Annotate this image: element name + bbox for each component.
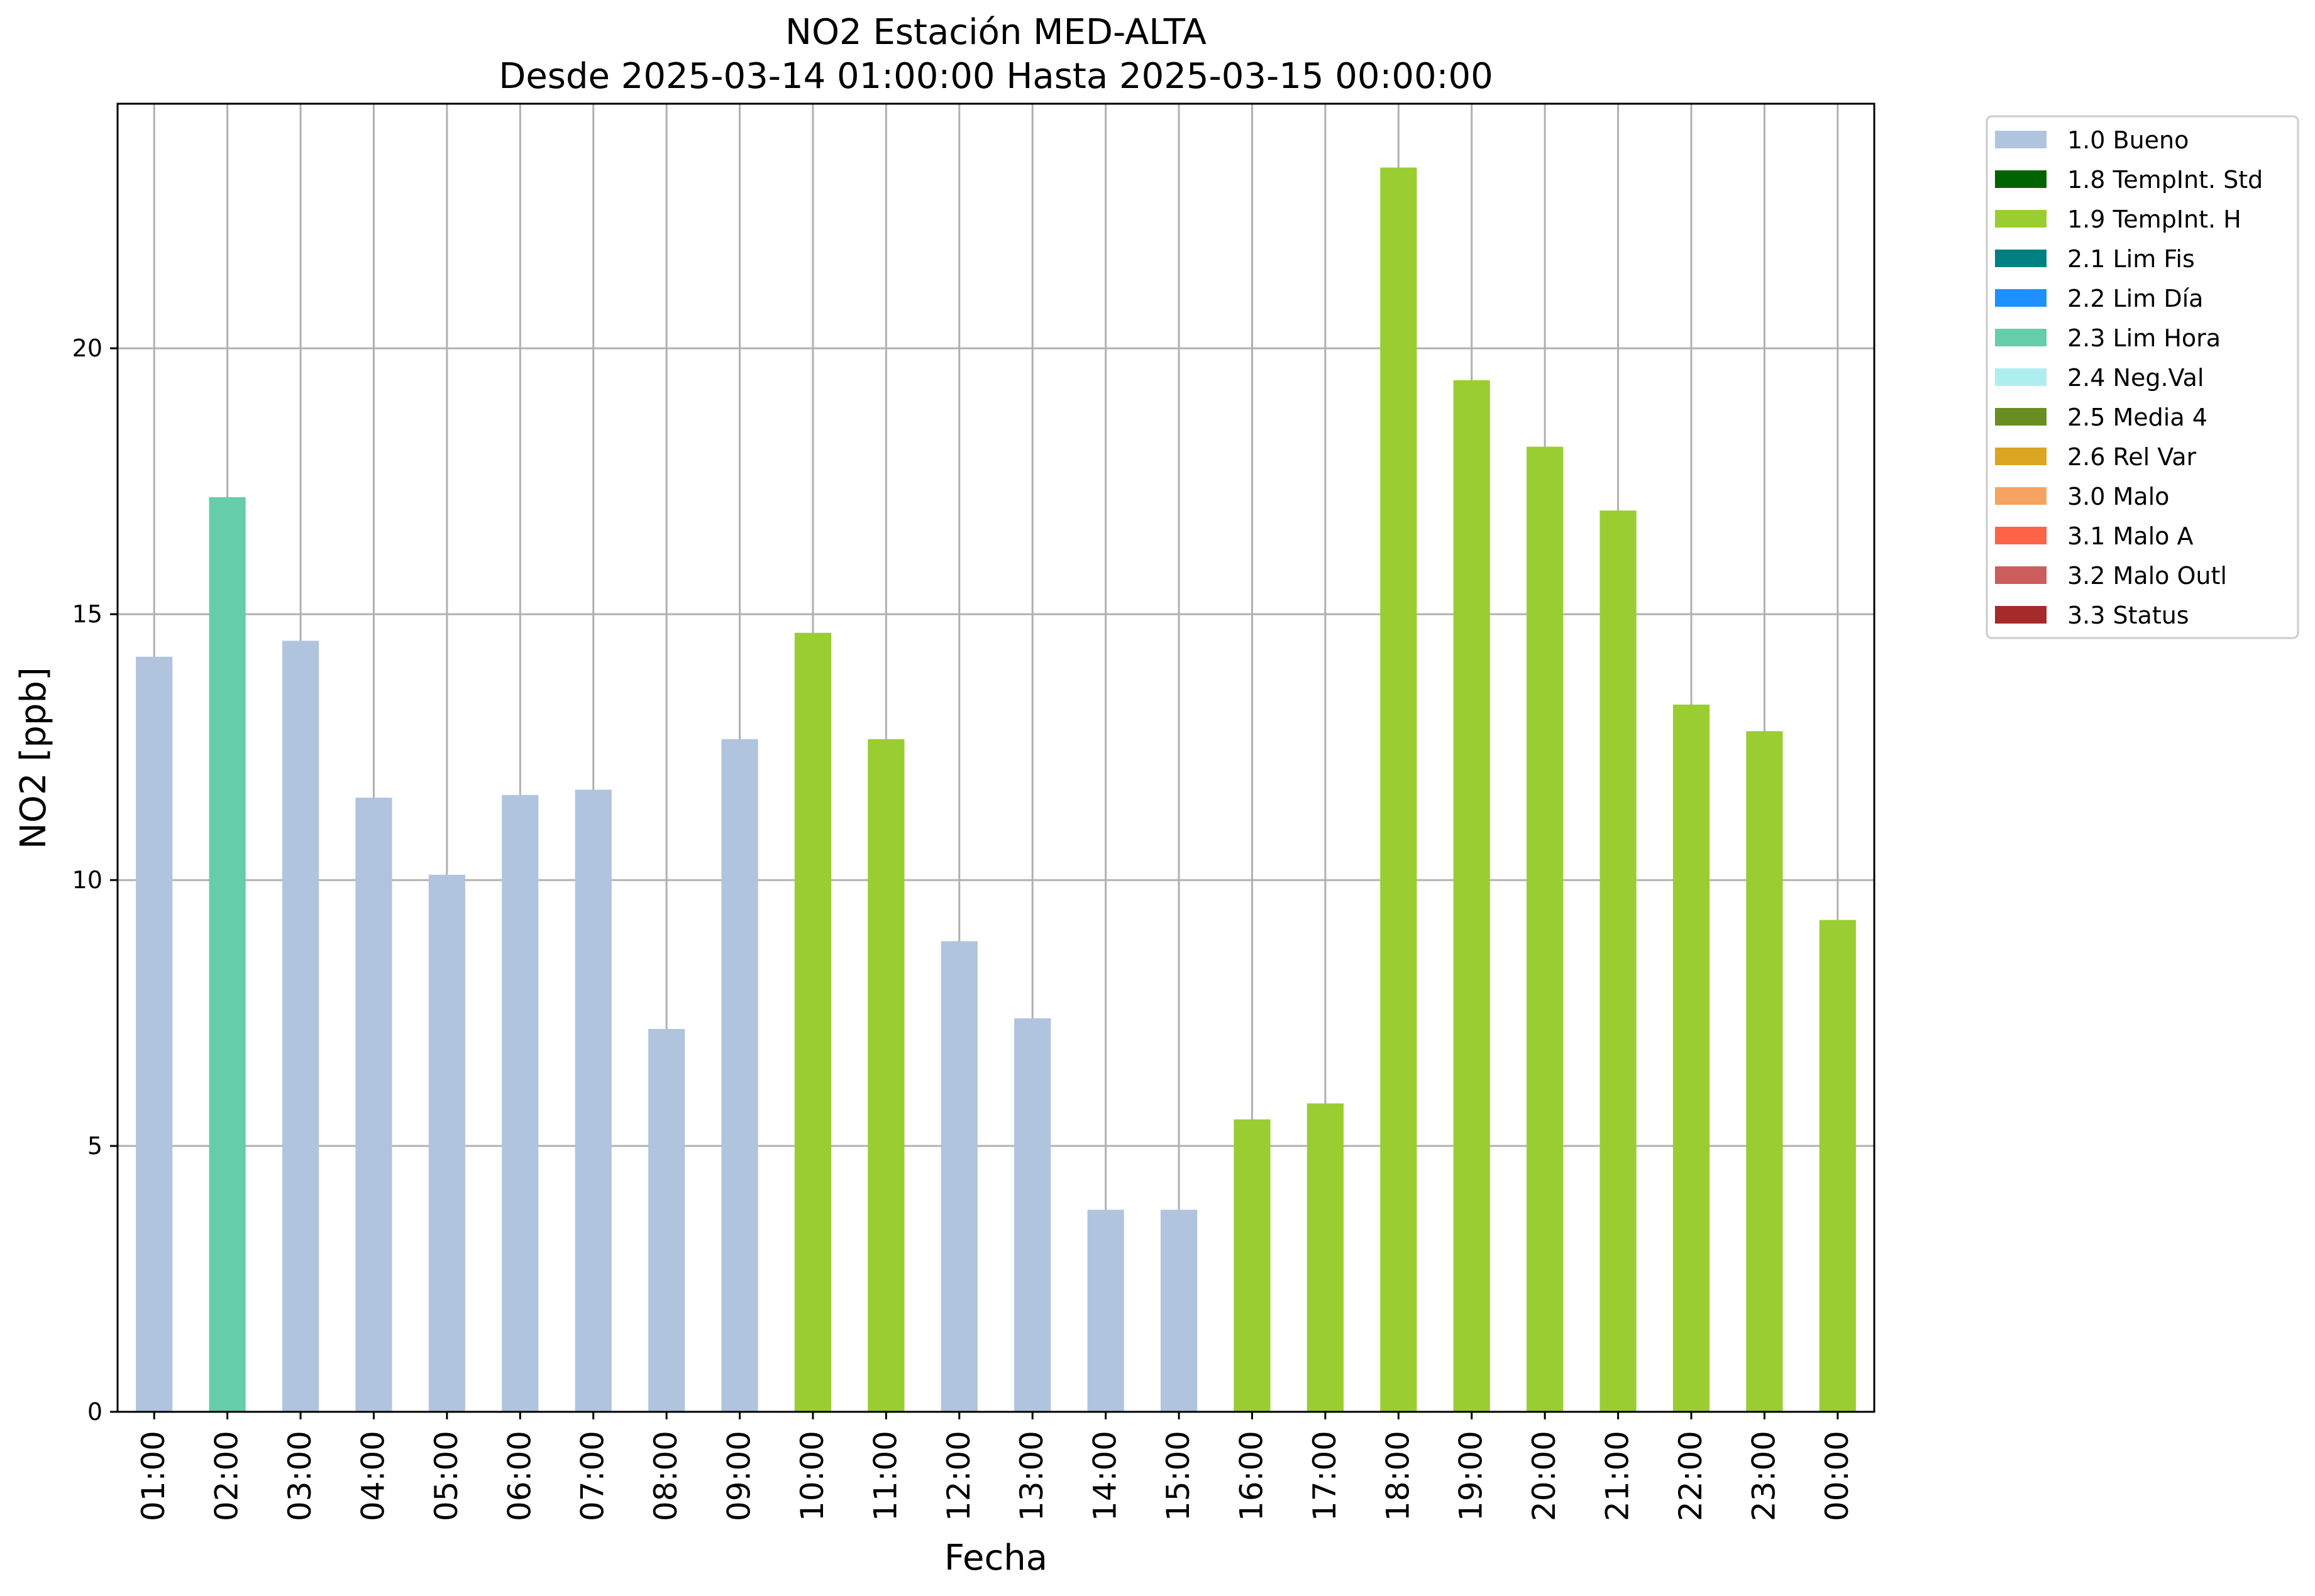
x-tick-label: 19:00 [1453, 1431, 1489, 1521]
bar-0200 [209, 497, 246, 1412]
legend-swatch [1995, 170, 2047, 188]
x-tick-label: 02:00 [209, 1431, 245, 1521]
chart-title: NO2 Estación MED-ALTA [785, 12, 1207, 53]
x-tick-label: 07:00 [575, 1431, 611, 1521]
x-tick-label: 14:00 [1087, 1431, 1124, 1521]
legend-label: 2.5 Media 4 [2067, 404, 2207, 431]
x-tick-label: 09:00 [721, 1431, 758, 1521]
legend-label: 1.8 TempInt. Std [2067, 166, 2263, 194]
bar-0100 [136, 656, 173, 1412]
bar-0000 [1819, 920, 1856, 1412]
legend-swatch [1995, 566, 2047, 584]
x-tick-label: 00:00 [1819, 1431, 1855, 1521]
legend-swatch [1995, 131, 2047, 148]
x-tick-label: 11:00 [867, 1431, 903, 1521]
legend-label: 1.0 Bueno [2067, 126, 2189, 154]
y-tick-label: 5 [87, 1132, 102, 1160]
bar-2000 [1527, 446, 1564, 1412]
legend-swatch [1995, 487, 2047, 505]
chart-subtitle: Desde 2025-03-14 01:00:00 Hasta 2025-03-… [499, 56, 1493, 97]
bar-0800 [648, 1028, 685, 1412]
legend-swatch [1995, 448, 2047, 465]
x-tick-label: 06:00 [501, 1431, 538, 1521]
x-tick-label: 22:00 [1672, 1431, 1709, 1521]
x-tick-label: 04:00 [355, 1431, 391, 1521]
bar-2200 [1672, 704, 1710, 1412]
y-axis-label: NO2 [ppb] [13, 667, 54, 849]
legend-swatch [1995, 606, 2047, 624]
bar-1600 [1234, 1119, 1271, 1412]
legend-label: 3.0 Malo [2067, 483, 2169, 510]
bar-1800 [1380, 167, 1417, 1412]
x-tick-label: 01:00 [135, 1431, 172, 1521]
y-tick-label: 0 [87, 1398, 102, 1426]
x-tick-label: 17:00 [1307, 1431, 1343, 1521]
legend-swatch [1995, 329, 2047, 346]
x-tick-label: 18:00 [1379, 1431, 1416, 1521]
legend-swatch [1995, 527, 2047, 544]
x-tick-label: 10:00 [794, 1431, 831, 1521]
legend-label: 3.3 Status [2067, 602, 2189, 629]
legend-label: 3.1 Malo A [2067, 522, 2193, 550]
legend-label: 2.2 Lim Día [2067, 285, 2203, 312]
x-tick-label: 15:00 [1160, 1431, 1196, 1521]
legend-label: 1.9 TempInt. H [2067, 206, 2241, 233]
bar-1000 [794, 632, 832, 1412]
x-tick-label: 20:00 [1526, 1431, 1562, 1521]
x-tick-label: 21:00 [1600, 1431, 1636, 1521]
legend-swatch [1995, 250, 2047, 267]
plot-frame [116, 102, 1876, 1413]
bar-1300 [1014, 1018, 1051, 1412]
legend-label: 2.3 Lim Hora [2067, 324, 2221, 352]
bar-0500 [428, 874, 465, 1412]
legend-swatch [1995, 368, 2047, 386]
x-tick-label: 03:00 [282, 1431, 318, 1521]
x-axis: 01:00 02:00 03:00 04:00 05:00 06:00 07:00 08:00… [135, 1412, 1855, 1521]
x-tick-label: 13:00 [1014, 1431, 1050, 1521]
bar-1500 [1160, 1209, 1198, 1412]
legend-label: 2.1 Lim Fis [2067, 245, 2195, 273]
legend-swatch [1995, 408, 2047, 426]
y-tick-label: 15 [72, 600, 102, 628]
x-tick-label: 16:00 [1233, 1431, 1269, 1521]
x-axis-label: Fecha [944, 1538, 1047, 1578]
bars [136, 167, 1856, 1412]
bar-0400 [355, 797, 392, 1412]
bar-2300 [1746, 731, 1783, 1412]
x-tick-label: 08:00 [648, 1431, 684, 1521]
bar-0700 [575, 790, 612, 1412]
y-tick-label: 10 [72, 866, 102, 894]
legend-swatch [1995, 289, 2047, 307]
y-tick-label: 20 [72, 334, 102, 362]
bar-1900 [1453, 380, 1490, 1412]
legend-frame [1986, 115, 2299, 639]
bar-0900 [721, 739, 758, 1412]
x-tick-label: 23:00 [1745, 1431, 1782, 1521]
bar-1400 [1087, 1209, 1124, 1412]
bar-1100 [868, 739, 905, 1412]
y-axis: 0 5 10 15 20 [72, 334, 118, 1426]
legend-label: 3.2 Malo Outl [2067, 562, 2227, 590]
legend-label: 2.4 Neg.Val [2067, 364, 2204, 392]
x-tick-label: 12:00 [941, 1431, 977, 1521]
bar-0600 [502, 795, 539, 1412]
x-tick-label: 05:00 [428, 1431, 465, 1521]
legend-label: 2.6 Rel Var [2067, 443, 2197, 471]
legend-swatch [1995, 210, 2047, 228]
bar-1700 [1307, 1103, 1344, 1412]
legend: 1.0 Bueno 1.8 TempInt. Std 1.9 TempInt. H 2… [1986, 115, 2299, 639]
bar-2100 [1600, 510, 1637, 1412]
bar-0300 [282, 641, 319, 1412]
bar-1200 [941, 941, 978, 1412]
